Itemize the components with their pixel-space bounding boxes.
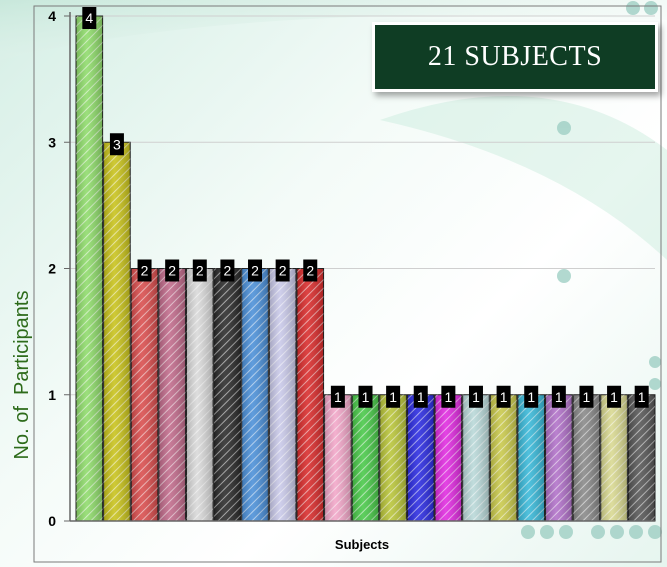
background-swoosh (380, 96, 667, 260)
bar (379, 394, 407, 522)
bar (241, 268, 269, 522)
bar (296, 268, 325, 522)
data-label: 1 (413, 385, 428, 408)
bar (489, 394, 518, 522)
bar (517, 394, 546, 522)
y-tick-label: 0 (48, 513, 56, 529)
y-tick-label: 3 (48, 134, 56, 150)
svg-text:1: 1 (527, 389, 535, 405)
bar (324, 394, 352, 522)
bar (351, 394, 380, 522)
data-label: 1 (524, 385, 539, 408)
data-label: 1 (607, 385, 622, 408)
data-label: 1 (551, 385, 566, 408)
svg-text:1: 1 (472, 389, 480, 405)
svg-text:3: 3 (113, 136, 121, 152)
data-label: 2 (165, 259, 180, 282)
y-tick-label: 4 (48, 8, 56, 24)
bar (185, 268, 214, 522)
bar (103, 141, 131, 522)
svg-text:1: 1 (362, 389, 370, 405)
bar (627, 394, 656, 522)
data-label: 1 (386, 385, 401, 408)
svg-text:2: 2 (224, 263, 232, 279)
data-label: 1 (468, 385, 483, 408)
data-label: 2 (192, 259, 207, 282)
bar (406, 394, 435, 522)
data-label: 2 (303, 259, 318, 282)
svg-text:1: 1 (500, 389, 508, 405)
data-labels: 4 3 2 2 2 2 2 2 2 1 1 1 1 1 1 1 1 1 1 1 1 (82, 7, 649, 408)
svg-text:2: 2 (196, 263, 204, 279)
svg-text:1: 1 (334, 389, 342, 405)
y-axis-ticks: 0 1 2 3 4 (48, 8, 70, 529)
title-banner: 21 SUBJECTS (372, 22, 658, 92)
data-label: 1 (579, 385, 594, 408)
bar (572, 394, 601, 522)
chart-frame (33, 5, 662, 563)
data-label: 1 (358, 385, 373, 408)
svg-text:2: 2 (141, 263, 149, 279)
bars (75, 15, 656, 522)
bar (268, 268, 297, 522)
bar (158, 268, 186, 522)
bar (462, 394, 490, 522)
svg-text:1: 1 (417, 389, 425, 405)
data-label: 4 (82, 7, 97, 29)
background-swoosh (0, 0, 667, 60)
y-axis-label: No. of Participants (11, 291, 33, 460)
svg-text:1: 1 (583, 389, 591, 405)
svg-text:4: 4 (85, 10, 93, 26)
bar (434, 394, 463, 522)
x-axis-label: Subjects (335, 537, 389, 552)
svg-text:1: 1 (444, 389, 452, 405)
svg-text:1: 1 (389, 389, 397, 405)
data-label: 2 (248, 259, 263, 282)
y-tick-label: 2 (48, 261, 56, 277)
data-label: 1 (496, 385, 511, 408)
bar (213, 268, 242, 522)
data-label: 1 (330, 385, 345, 408)
svg-text:1: 1 (638, 389, 646, 405)
svg-text:1: 1 (610, 389, 618, 405)
bar (130, 268, 159, 522)
data-label: 1 (634, 385, 649, 408)
bar (75, 15, 104, 522)
svg-text:1: 1 (555, 389, 563, 405)
data-label: 2 (275, 259, 290, 282)
bar (600, 394, 628, 522)
chart-title: 21 SUBJECTS (427, 41, 603, 72)
bar (545, 394, 573, 522)
data-label: 1 (441, 385, 456, 408)
svg-text:2: 2 (168, 263, 176, 279)
svg-text:2: 2 (306, 263, 314, 279)
svg-text:2: 2 (251, 263, 259, 279)
data-label: 2 (220, 259, 235, 282)
y-tick-label: 1 (48, 387, 56, 403)
data-label: 2 (137, 259, 152, 282)
svg-text:2: 2 (279, 263, 287, 279)
background-dots (521, 1, 662, 539)
data-label: 3 (109, 133, 124, 156)
